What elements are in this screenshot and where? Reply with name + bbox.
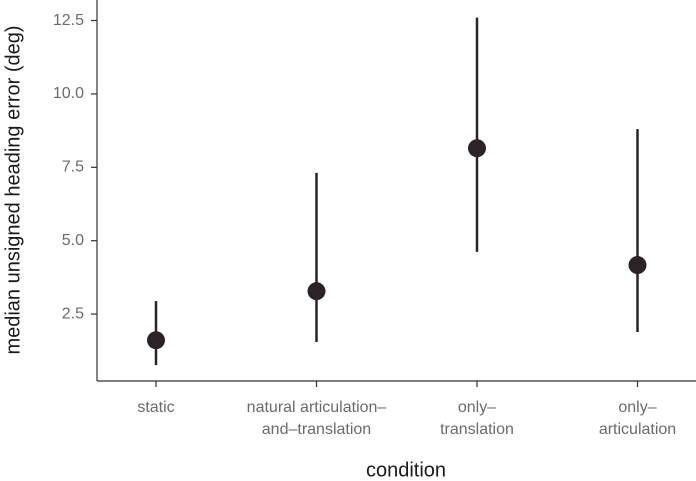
x-tick-label: natural articulation–	[247, 399, 387, 416]
x-tick-label: only–	[618, 399, 656, 416]
y-axis-title: median unsigned heading error (deg)	[2, 25, 24, 354]
x-tick-label: only–	[458, 399, 496, 416]
x-tick-label: and–translation	[262, 421, 371, 438]
y-tick-label: 10.0	[53, 85, 84, 102]
x-tick-label: static	[137, 399, 174, 416]
y-tick-label: 5.0	[62, 232, 84, 249]
x-axis-title: condition	[366, 459, 446, 481]
point	[468, 139, 486, 158]
point	[628, 256, 647, 275]
y-tick-label: 12.5	[53, 12, 84, 29]
y-tick-label: 2.5	[62, 305, 84, 322]
point	[147, 331, 165, 350]
x-tick-label: articulation	[599, 421, 676, 438]
x-tick-label: translation	[440, 421, 514, 438]
y-tick-label: 7.5	[62, 159, 84, 176]
point	[307, 282, 326, 301]
